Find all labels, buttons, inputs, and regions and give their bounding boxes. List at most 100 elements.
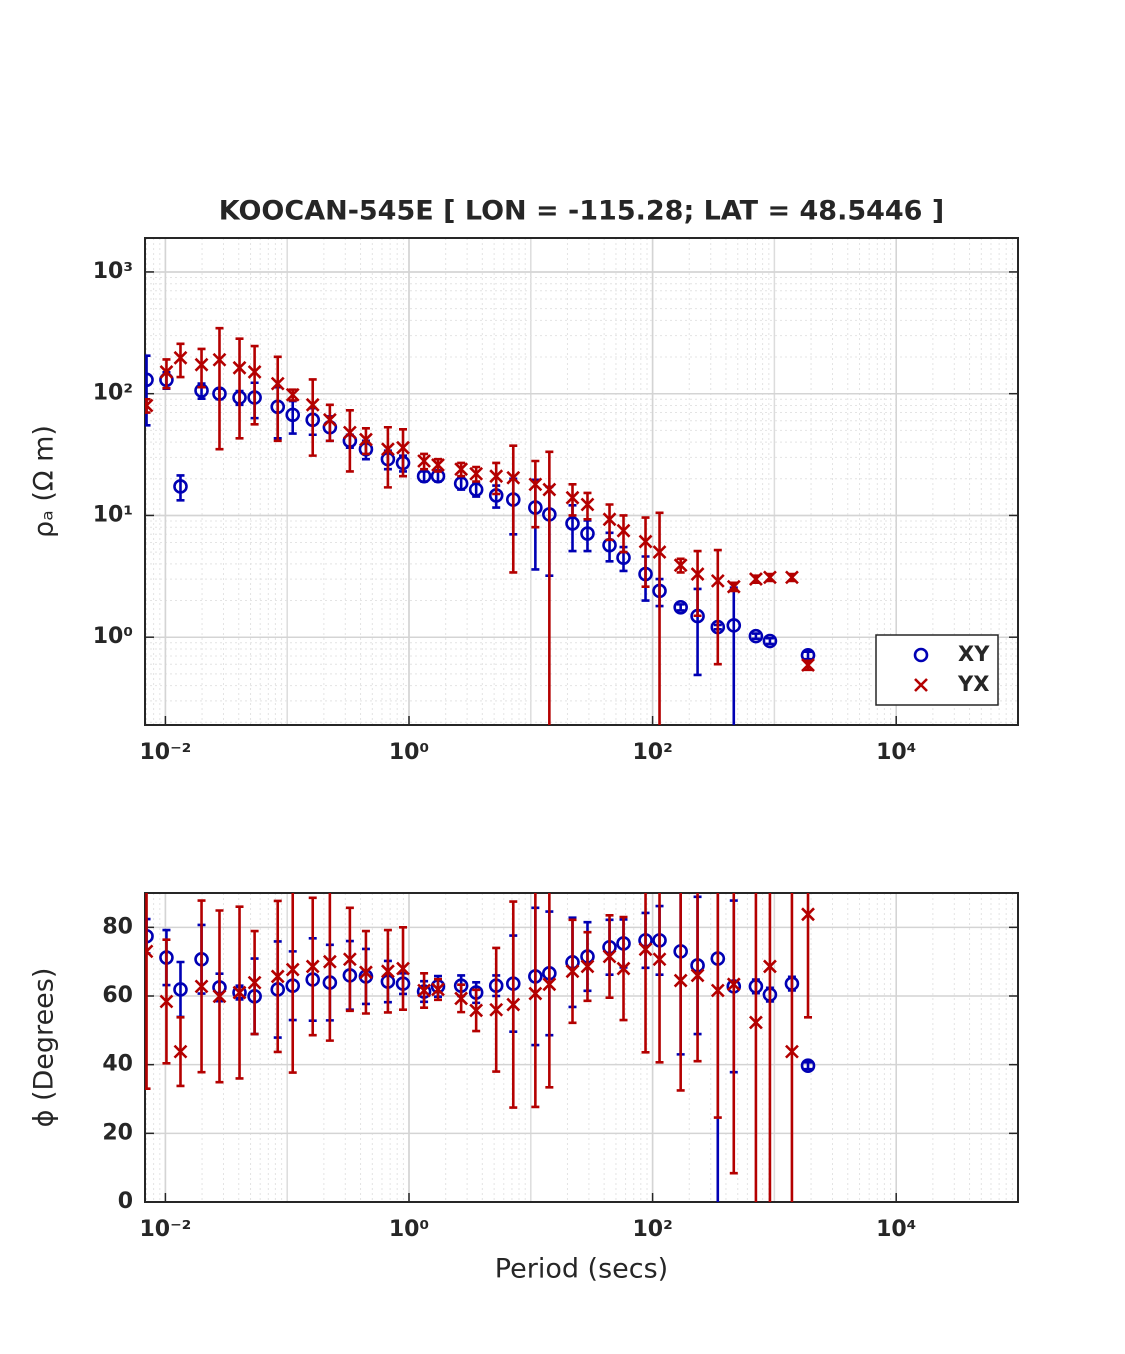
marker-x [285, 387, 300, 402]
marker-x [652, 545, 667, 560]
x-tick-label: 10⁻² [139, 1217, 191, 1242]
marker-x [417, 983, 432, 998]
plot-area [145, 893, 816, 1202]
y-tick-label: 10² [93, 381, 133, 406]
error-bar [325, 403, 334, 443]
marker-circle [173, 479, 188, 494]
marker-x [726, 579, 741, 594]
marker-x [710, 983, 725, 998]
marker-circle [673, 599, 688, 615]
marker-x [145, 398, 154, 413]
marker-circle [762, 633, 778, 649]
marker-x [159, 364, 174, 379]
marker-x [638, 942, 653, 957]
marker-x [763, 570, 777, 585]
marker-circle [145, 372, 154, 388]
marker-x [285, 962, 300, 977]
marker-x [748, 572, 763, 587]
marker-x [396, 961, 410, 976]
y-tick-label: 10¹ [93, 502, 133, 527]
error-bar [197, 347, 206, 389]
marker-circle [726, 618, 742, 633]
error-bar [509, 444, 518, 574]
error-bar [641, 516, 650, 588]
marker-x [565, 490, 580, 505]
marker-x [194, 979, 209, 994]
marker-x [506, 470, 521, 485]
error-bar [492, 461, 501, 496]
marker-x [194, 357, 209, 372]
marker-x [159, 994, 174, 1009]
x-tick-label: 10⁰ [389, 1217, 429, 1242]
marker-x [173, 1044, 188, 1059]
legend-label: YX [957, 672, 989, 696]
y-tick-label: 40 [102, 1052, 133, 1077]
marker-x [616, 523, 631, 538]
x-tick-label: 10² [632, 740, 672, 765]
marker-circle [173, 982, 188, 997]
marker-x [322, 412, 337, 427]
marker-x [247, 364, 262, 379]
marker-x [454, 462, 469, 477]
marker-x [528, 986, 543, 1001]
marker-x [801, 658, 815, 673]
y-tick-label: 10⁰ [93, 624, 133, 649]
error-bar [308, 378, 317, 457]
y-tick-label: 60 [102, 983, 133, 1008]
marker-x [145, 944, 154, 959]
error-bar [605, 503, 614, 542]
marker-x [652, 952, 667, 967]
error-bar [693, 549, 702, 618]
y-axis-label: ρₐ (Ω m) [29, 425, 60, 538]
marker-x [270, 969, 285, 984]
marker-x [305, 397, 320, 412]
chart-title: KOOCAN-545E [ LON = -115.28; LAT = 48.54… [219, 196, 944, 227]
x-tick-label: 10⁰ [389, 740, 429, 765]
marker-x [212, 352, 227, 367]
marker-x [417, 454, 432, 468]
marker-x [489, 1002, 504, 1017]
marker-x [359, 432, 373, 447]
marker-x [469, 466, 484, 481]
marker-x [801, 907, 815, 922]
x-tick-label: 10² [632, 1217, 672, 1242]
error-bar [676, 603, 685, 612]
axes-box [144, 892, 1019, 1203]
marker-x [602, 512, 617, 527]
error-bar [655, 511, 664, 725]
marker-x [342, 425, 357, 440]
marker-x [785, 570, 799, 585]
marker-x [616, 961, 631, 976]
marker-x [232, 985, 247, 1000]
marker-x [673, 973, 688, 988]
marker-x [489, 469, 504, 484]
marker-x [431, 457, 445, 472]
marker-x [396, 440, 410, 455]
marker-x [914, 678, 928, 692]
marker-x [565, 964, 580, 979]
marker-x [690, 567, 705, 581]
marker-circle [913, 647, 929, 663]
x-tick-label: 10⁻² [139, 740, 191, 765]
marker-circle [565, 516, 580, 531]
marker-x [580, 959, 595, 974]
marker-circle [748, 628, 764, 644]
x-axis-label: Period (secs) [495, 1254, 668, 1285]
x-tick-label: 10⁴ [876, 1217, 916, 1242]
error-bar [383, 425, 392, 489]
marker-x [212, 989, 227, 1004]
error-bar [765, 636, 774, 646]
marker-x [506, 997, 521, 1012]
marker-x [690, 968, 705, 983]
error-bar [162, 358, 171, 390]
error-bar [235, 337, 244, 440]
legend-box [875, 634, 999, 706]
marker-x [542, 977, 557, 992]
plot-area [145, 326, 816, 725]
y-axis-label: ϕ (Degrees) [29, 968, 60, 1128]
error-bar [273, 355, 282, 443]
marker-x [247, 975, 262, 990]
legend: XY YX [875, 634, 999, 706]
marker-x [673, 558, 688, 573]
marker-circle [580, 526, 595, 541]
